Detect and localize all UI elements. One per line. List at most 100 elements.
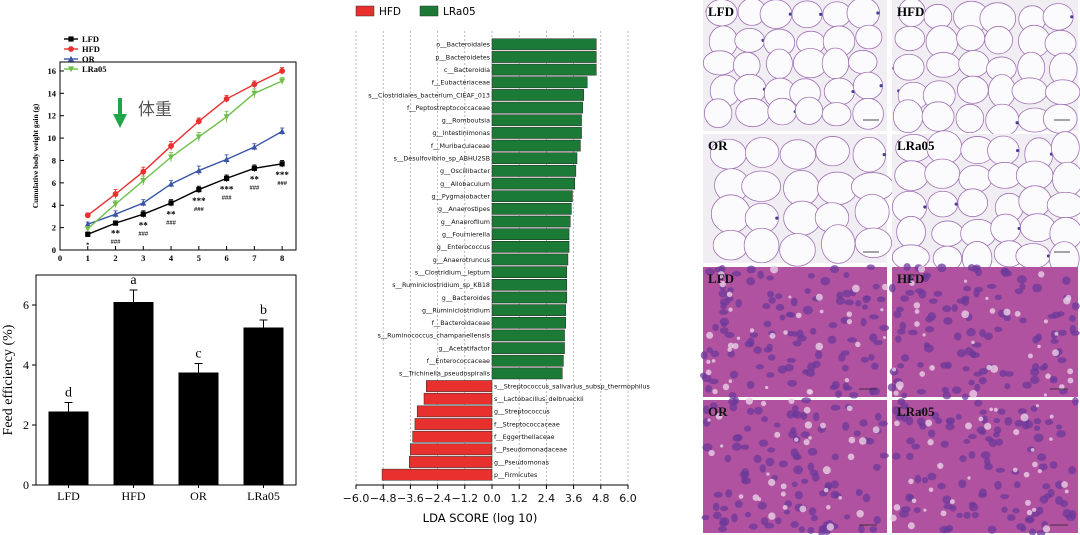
nucleus <box>786 357 796 363</box>
micrograph-liver-hfd: HFD <box>887 263 1080 401</box>
nucleus <box>777 365 788 374</box>
nucleus <box>783 509 791 515</box>
adipocyte <box>742 171 781 202</box>
vacuole <box>823 487 829 493</box>
nucleus <box>830 404 841 411</box>
nucleus <box>790 520 799 528</box>
taxon-label: g__Oscillibacter <box>440 167 490 175</box>
vacuole <box>803 406 811 414</box>
vacuole <box>1038 271 1045 278</box>
y-tick-label: 6 <box>52 178 56 188</box>
nucleus <box>708 378 719 385</box>
x-tick-label: −4.8 <box>370 492 397 505</box>
vacuole <box>819 309 824 314</box>
vacuole <box>788 398 795 405</box>
vacuole <box>989 308 996 314</box>
micrograph-liver-or: OR <box>701 396 889 535</box>
adipocyte <box>766 49 792 79</box>
nucleus <box>1039 495 1049 504</box>
point-marker <box>195 134 202 141</box>
adipocyte <box>991 214 1021 243</box>
nucleus <box>727 350 735 358</box>
nucleus <box>978 377 987 385</box>
nucleus <box>725 489 733 498</box>
nucleus <box>753 346 762 354</box>
taxon-label: g__Allobaculum <box>440 180 490 188</box>
y-axis-label: Cumulative body weight gain (g) <box>31 103 40 208</box>
nucleus <box>865 437 875 445</box>
micrograph-label: LRa05 <box>897 404 935 419</box>
nucleus <box>807 447 818 456</box>
significance-letter: d <box>65 386 72 401</box>
nucleus <box>812 412 820 422</box>
vacuole <box>984 422 992 430</box>
bar-hfd <box>113 302 154 485</box>
nucleus <box>956 512 963 518</box>
nucleus <box>951 386 962 394</box>
significance-star: ** <box>167 209 177 219</box>
point-marker <box>168 200 174 206</box>
nucleus <box>1057 357 1067 364</box>
nucleus <box>862 493 871 503</box>
lda-bar <box>410 443 493 456</box>
adipocyte <box>957 26 985 51</box>
nucleus <box>827 335 837 344</box>
vacuole <box>929 365 935 371</box>
nucleus <box>753 454 762 463</box>
nucleus <box>790 297 798 307</box>
adipocyte <box>987 136 1019 165</box>
vacuole <box>1063 297 1071 305</box>
nucleus <box>855 488 863 497</box>
nucleus <box>869 526 878 533</box>
nucleus <box>808 507 817 516</box>
vacuole <box>706 359 711 364</box>
legend-label: HFD <box>82 44 100 54</box>
nucleus <box>767 447 776 453</box>
adipocyte <box>768 98 797 125</box>
vacuole <box>897 385 903 391</box>
nucleus <box>870 387 881 396</box>
vacuole <box>909 280 915 286</box>
taxon-label: g__Pseudomonas <box>494 458 550 466</box>
nucleus <box>1049 375 1058 382</box>
nucleus <box>718 526 727 532</box>
vacuole <box>769 332 776 339</box>
vacuole <box>882 335 887 340</box>
arrow-shaft <box>118 98 122 116</box>
nucleus <box>873 515 881 525</box>
vacuole <box>1061 481 1068 488</box>
nucleus <box>878 420 888 427</box>
nucleus <box>796 329 804 339</box>
vacuole <box>815 293 823 301</box>
nucleus <box>1055 424 1063 430</box>
vacuole <box>989 407 994 412</box>
nucleus <box>1017 226 1021 231</box>
nucleus <box>971 342 982 348</box>
taxon-label: s__Ruminococcus_champanellensis <box>377 332 490 340</box>
vacuole <box>760 400 767 407</box>
legend-swatch <box>355 5 375 17</box>
significance-letter: a <box>130 273 137 288</box>
y-tick-label: 4 <box>52 200 57 210</box>
nucleus <box>876 11 880 15</box>
taxon-label: s__Streptococcus_salivarius_subsp_thermo… <box>494 382 651 390</box>
nucleus <box>1003 314 1011 322</box>
significance-hash: ### <box>166 219 177 226</box>
nucleus <box>860 318 867 327</box>
adipocyte <box>853 137 886 172</box>
nucleus <box>728 397 738 406</box>
nucleus <box>916 388 927 395</box>
vacuole <box>1042 525 1051 533</box>
vacuole <box>1035 404 1039 408</box>
vacuole <box>1013 429 1020 436</box>
significance-star: ** <box>250 175 260 185</box>
vacuole <box>918 265 926 273</box>
nucleus <box>937 263 947 273</box>
adipocyte <box>956 104 984 132</box>
x-tick-label: 0.0 <box>483 492 501 505</box>
nucleus <box>958 479 967 489</box>
point-marker <box>251 90 258 97</box>
point-marker <box>251 143 258 150</box>
vacuole <box>738 494 744 499</box>
vacuole <box>880 308 884 312</box>
